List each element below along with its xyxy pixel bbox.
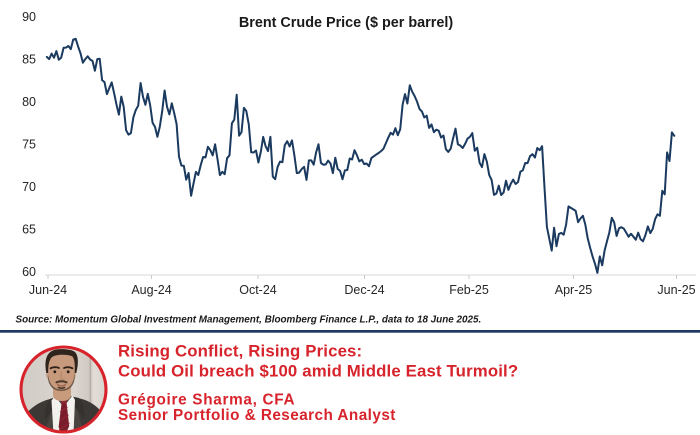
svg-text:Jun-24: Jun-24 bbox=[29, 283, 67, 297]
svg-text:Source: Momentum Global Invest: Source: Momentum Global Investment Manag… bbox=[16, 315, 482, 326]
svg-text:Senior Portfolio & Research An: Senior Portfolio & Research Analyst bbox=[118, 407, 396, 424]
svg-text:65: 65 bbox=[22, 222, 36, 236]
svg-text:Brent Crude Price ($ per barre: Brent Crude Price ($ per barrel) bbox=[239, 15, 454, 31]
svg-text:60: 60 bbox=[22, 265, 36, 279]
svg-text:Grégoire Sharma, CFA: Grégoire Sharma, CFA bbox=[118, 392, 295, 409]
svg-text:Rising Conflict, Rising Prices: Rising Conflict, Rising Prices: bbox=[118, 341, 362, 360]
svg-text:75: 75 bbox=[22, 137, 36, 151]
svg-text:85: 85 bbox=[22, 52, 36, 66]
svg-text:Aug-24: Aug-24 bbox=[131, 283, 171, 297]
svg-text:Could Oil breach $100 amid Mid: Could Oil breach $100 amid Middle East T… bbox=[118, 361, 518, 380]
svg-text:Apr-25: Apr-25 bbox=[555, 283, 593, 297]
svg-text:Feb-25: Feb-25 bbox=[449, 283, 489, 297]
svg-text:70: 70 bbox=[22, 180, 36, 194]
svg-text:Oct-24: Oct-24 bbox=[239, 283, 277, 297]
svg-text:Jun-25: Jun-25 bbox=[657, 283, 695, 297]
svg-text:80: 80 bbox=[22, 95, 36, 109]
svg-text:Dec-24: Dec-24 bbox=[344, 283, 384, 297]
svg-text:90: 90 bbox=[22, 10, 36, 24]
